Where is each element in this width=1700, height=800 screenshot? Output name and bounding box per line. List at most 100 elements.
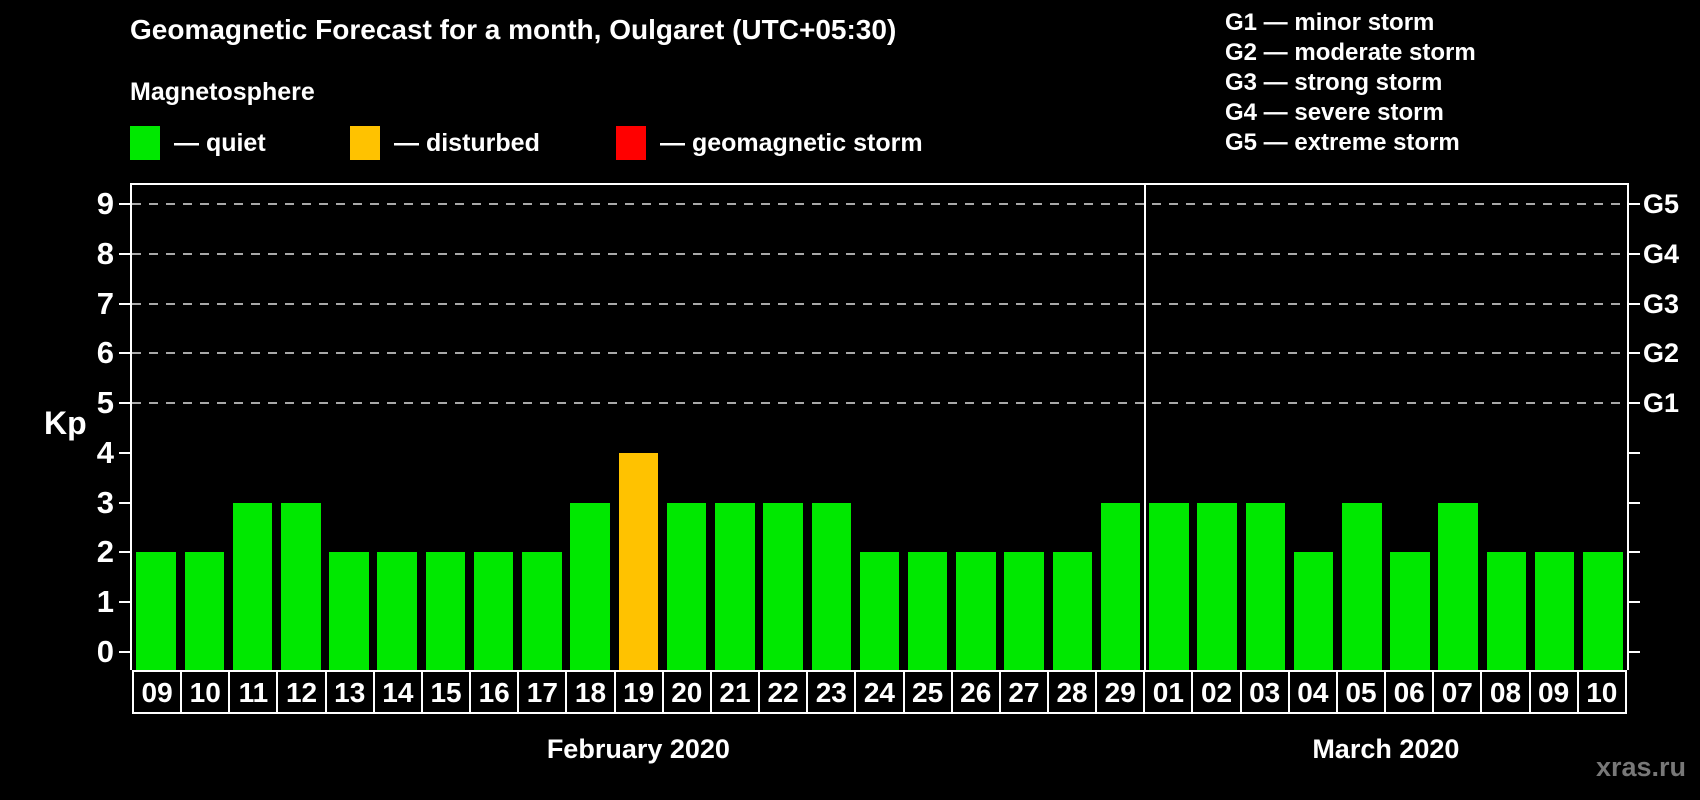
kp-bar-day-11 — [232, 502, 273, 670]
left-axis-tick — [119, 501, 130, 504]
gridline-kp-5 — [132, 402, 1627, 405]
y-axis-tick-label: 5 — [96, 385, 114, 421]
right-axis-tick — [1629, 302, 1640, 305]
day-label: 27 — [998, 670, 1049, 714]
magnetosphere-label: Magnetosphere — [130, 78, 315, 106]
day-label: 28 — [1046, 670, 1098, 714]
right-axis-tick — [1629, 402, 1640, 405]
day-label: 13 — [324, 670, 375, 714]
day-label: 12 — [276, 670, 327, 714]
kp-bar-day-27 — [1004, 552, 1044, 670]
y-axis-title: Kp — [44, 405, 87, 441]
day-label-row: 09 10 11 12 13 14 15 16 17 18 19 20 21 22 23 24 25 26 27 28… — [132, 670, 1627, 714]
kp-bar-day-28 — [1052, 552, 1093, 670]
gridline-kp-8 — [132, 252, 1627, 255]
g-axis-label: G1 — [1643, 388, 1680, 419]
day-label: 05 — [1335, 670, 1387, 714]
right-axis-tick — [1629, 501, 1640, 504]
kp-bar-day-10 — [184, 552, 225, 670]
g-scale-legend-g1: G1 — minor storm — [1225, 9, 1435, 36]
day-label: 16 — [469, 670, 520, 714]
kp-bar-day-22 — [763, 502, 803, 670]
kp-bar-day-04 — [1293, 552, 1334, 670]
left-axis-tick — [119, 451, 130, 454]
y-axis-tick-label: 0 — [96, 634, 114, 669]
month-label: March 2020 — [1312, 734, 1460, 764]
y-axis-tick-label: 6 — [96, 335, 114, 371]
right-axis-tick — [1629, 252, 1640, 255]
kp-bar-day-20 — [666, 502, 707, 670]
day-label: 22 — [758, 670, 809, 714]
legend-item-quiet: — quiet — [130, 126, 266, 160]
right-axis-tick — [1629, 203, 1640, 205]
kp-bar-day-12 — [281, 502, 321, 670]
day-label: 06 — [1384, 670, 1435, 714]
y-axis-tick-label: 8 — [96, 235, 114, 271]
y-axis-tick-label: 1 — [96, 584, 114, 620]
right-axis-tick — [1629, 601, 1640, 604]
day-label: 03 — [1239, 670, 1290, 714]
gridline-kp-6 — [132, 352, 1627, 355]
day-label: 18 — [565, 670, 616, 714]
left-axis-tick — [119, 551, 130, 554]
kp-bar-day-02 — [1197, 502, 1237, 670]
legend-item-disturbed: — disturbed — [350, 126, 540, 160]
left-axis-tick — [119, 203, 130, 205]
month-label: February 2020 — [546, 734, 730, 764]
day-label: 14 — [372, 670, 423, 714]
kp-bar-day-18 — [570, 502, 610, 670]
day-label: 19 — [613, 670, 664, 714]
left-axis-tick — [119, 601, 130, 604]
kp-bar-day-08 — [1486, 552, 1527, 670]
kp-bar-day-13 — [329, 552, 369, 670]
kp-bar-day-15 — [425, 552, 466, 670]
legend-item-storm: — geomagnetic storm — [616, 126, 923, 160]
g-scale-legend-g4: G4 — severe storm — [1225, 99, 1444, 126]
kp-bar-day-29 — [1100, 502, 1141, 670]
day-label: 09 — [1528, 670, 1579, 714]
day-label: 23 — [806, 670, 857, 714]
kp-bar-day-25 — [907, 552, 948, 670]
watermark: xras.ru — [1595, 752, 1686, 782]
left-axis-tick — [119, 302, 130, 305]
right-axis-tick — [1629, 451, 1640, 454]
chart-title: Geomagnetic Forecast for a month, Oulgar… — [130, 14, 897, 45]
kp-bar-day-09 — [136, 552, 176, 670]
kp-bar-day-06 — [1390, 552, 1430, 670]
g-scale-legend-g3: G3 — strong storm — [1225, 69, 1443, 96]
day-label: 17 — [517, 670, 568, 714]
day-label: 04 — [1287, 670, 1338, 714]
month-separator-line — [1143, 185, 1146, 670]
left-axis-tick — [119, 352, 130, 355]
disturbed-color-swatch — [350, 126, 380, 160]
right-axis-tick — [1629, 651, 1640, 653]
right-axis-tick — [1629, 352, 1640, 355]
kp-bar-day-23 — [811, 502, 852, 670]
day-label: 11 — [228, 670, 279, 714]
left-axis-tick — [119, 402, 130, 405]
day-label: 15 — [420, 670, 472, 714]
g-scale-legend: G1 — minor storm G2 — moderate storm G3 … — [1225, 8, 1476, 158]
kp-bar-day-17 — [522, 552, 562, 670]
quiet-color-swatch — [130, 126, 160, 160]
gridline-kp-9 — [132, 203, 1627, 205]
day-label: 21 — [709, 670, 761, 714]
kp-bar-day-14 — [377, 552, 417, 670]
kp-bar-day-03 — [1245, 502, 1286, 670]
day-label: 26 — [950, 670, 1001, 714]
kp-bar-day-19 — [618, 452, 659, 670]
left-axis-tick — [119, 252, 130, 255]
kp-bar-day-05 — [1341, 502, 1382, 670]
kp-bar-day-01 — [1149, 502, 1189, 670]
legend-label-disturbed: — disturbed — [394, 128, 540, 157]
day-label: 10 — [180, 670, 231, 714]
kp-bar-day-10 — [1583, 552, 1623, 670]
y-axis-tick-label: 7 — [96, 285, 114, 321]
gridline-kp-7 — [132, 302, 1627, 305]
day-label: 25 — [902, 670, 953, 714]
storm-color-swatch — [616, 126, 646, 160]
day-label: 07 — [1432, 670, 1483, 714]
g-axis-label: G2 — [1643, 338, 1680, 369]
day-label: 08 — [1480, 670, 1531, 714]
